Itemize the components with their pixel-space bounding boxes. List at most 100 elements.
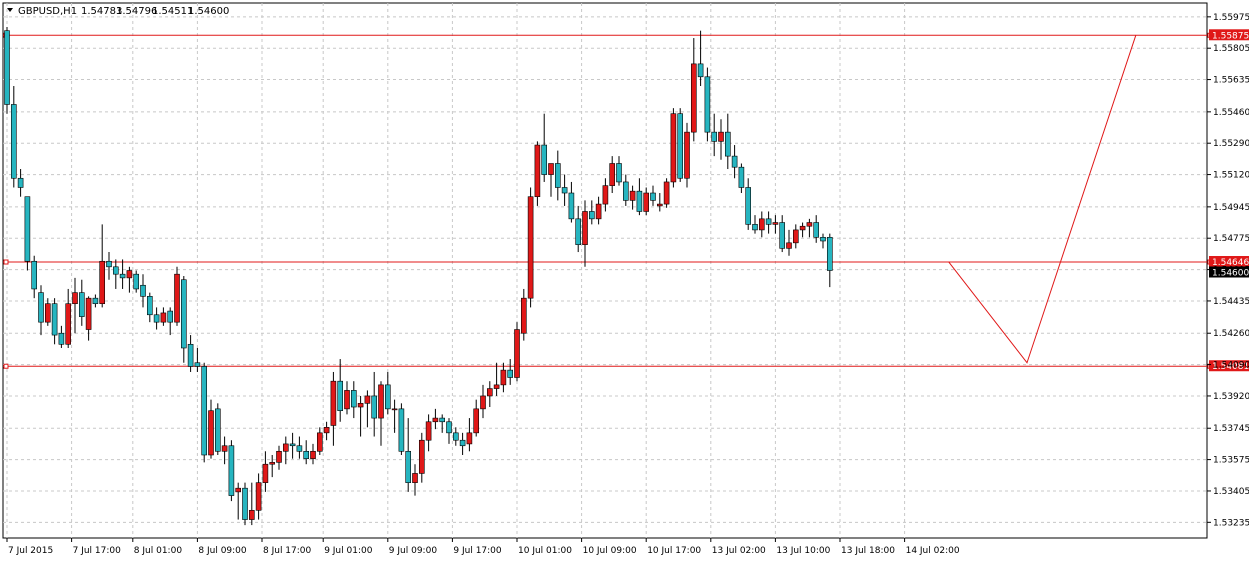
candle-body: [147, 296, 153, 316]
level-price-box: [1209, 29, 1249, 41]
projection-polyline[interactable]: [948, 35, 1137, 364]
price-tick-label: 1.55805: [1213, 44, 1249, 54]
candle-body: [731, 155, 738, 168]
grid: [3, 3, 1207, 538]
candle-body: [344, 390, 350, 410]
time-tick-label: 8 Jul 17:00: [263, 546, 312, 556]
candle-body: [582, 211, 588, 245]
candle-body: [568, 192, 575, 220]
candle-body: [378, 384, 384, 419]
price-tick-label: 1.54260: [1213, 329, 1249, 339]
candle-body: [534, 144, 541, 198]
high-value: 1.54796: [116, 6, 157, 17]
candle-body: [541, 144, 548, 175]
candle-body: [31, 260, 38, 290]
candle-body: [609, 163, 616, 186]
time-tick-label: 13 Jul 10:00: [776, 546, 830, 556]
candle-body: [486, 388, 493, 397]
candle-body: [711, 131, 718, 142]
candle-body: [493, 384, 500, 389]
price-tick-label: 1.55975: [1213, 13, 1249, 23]
candle-body: [38, 292, 44, 323]
candle-body: [520, 297, 527, 334]
candle-body: [235, 487, 241, 493]
candle-body: [446, 421, 452, 434]
candle-body: [466, 432, 473, 445]
candle-body: [697, 63, 704, 78]
candle-body: [480, 395, 486, 410]
time-tick-label: 7 Jul 17:00: [73, 546, 122, 556]
candle-body: [527, 196, 534, 299]
candle-body: [554, 163, 561, 188]
candle-body: [330, 380, 337, 426]
candle-body: [337, 380, 344, 412]
current-price-label: 1.54600: [1212, 269, 1249, 279]
level-price-box: [1209, 360, 1249, 372]
candle-body: [765, 218, 772, 225]
candle-body: [650, 192, 656, 201]
candle-body: [85, 297, 92, 330]
time-tick-label: 10 Jul 09:00: [583, 546, 637, 556]
candle-body: [201, 366, 207, 456]
projection-line[interactable]: [948, 35, 1137, 364]
candle-body: [262, 463, 269, 483]
candle-body: [106, 260, 112, 268]
candle-body: [459, 439, 466, 447]
candle-body: [724, 131, 731, 157]
time-axis[interactable]: 7 Jul 2015 7 Jul 17:00 8 Jul 01:00 8 Jul 09…: [6, 538, 960, 556]
candle-body: [310, 450, 316, 459]
candle-body: [561, 187, 568, 194]
candle-body: [58, 332, 65, 345]
price-tick-label: 1.54435: [1213, 297, 1249, 307]
candle-body: [629, 190, 636, 201]
time-tick-label: 10 Jul 17:00: [647, 546, 701, 556]
candle-body: [228, 445, 235, 496]
candle-body: [153, 314, 160, 323]
candle-body: [391, 408, 398, 411]
candle-body: [588, 211, 595, 220]
candle-body: [160, 312, 167, 323]
time-tick-label: 13 Jul 02:00: [712, 546, 766, 556]
candle-body: [24, 196, 31, 262]
price-axis[interactable]: 1.55975 1.55805 1.55635 1.55460 1.55290 1.551…: [1207, 13, 1249, 528]
candle-body: [92, 297, 99, 305]
candle-body: [575, 218, 582, 245]
candle-body: [548, 163, 554, 175]
candle-body: [384, 384, 391, 410]
time-tick-label: 8 Jul 09:00: [198, 546, 247, 556]
candle-body: [282, 443, 289, 452]
candle-body: [11, 104, 17, 179]
price-tick-label: 1.53575: [1213, 456, 1249, 466]
candle-body: [418, 439, 425, 474]
candle-body: [255, 482, 262, 511]
open-value: 1.54783: [81, 6, 122, 17]
candle-body: [602, 185, 609, 205]
candle-body: [79, 292, 85, 317]
candle-body: [514, 329, 520, 378]
candle-body: [249, 510, 255, 520]
candle-body: [296, 445, 303, 452]
level-handle[interactable]: [3, 259, 9, 265]
price-tick-label: 1.54945: [1213, 203, 1249, 213]
candle-body: [738, 166, 745, 188]
candle-body: [181, 279, 187, 349]
candle-body: [99, 260, 105, 305]
time-tick-label: 9 Jul 01:00: [324, 546, 373, 556]
candle-body: [208, 410, 214, 456]
price-tick-label: 1.55460: [1213, 108, 1249, 118]
candle-body: [500, 369, 507, 386]
candle-body: [316, 432, 323, 452]
candle-body: [752, 224, 758, 231]
candle-body: [119, 273, 126, 279]
candle-body: [690, 63, 697, 133]
candle-body: [174, 273, 180, 323]
dropdown-triangle-icon[interactable]: [7, 8, 13, 12]
level-handle[interactable]: [3, 363, 9, 369]
symbol-label: GBPUSD,H1: [18, 6, 77, 17]
candle-body: [133, 273, 139, 290]
candle-body: [276, 450, 282, 463]
candle-body: [595, 203, 602, 220]
candle-body: [364, 395, 371, 404]
